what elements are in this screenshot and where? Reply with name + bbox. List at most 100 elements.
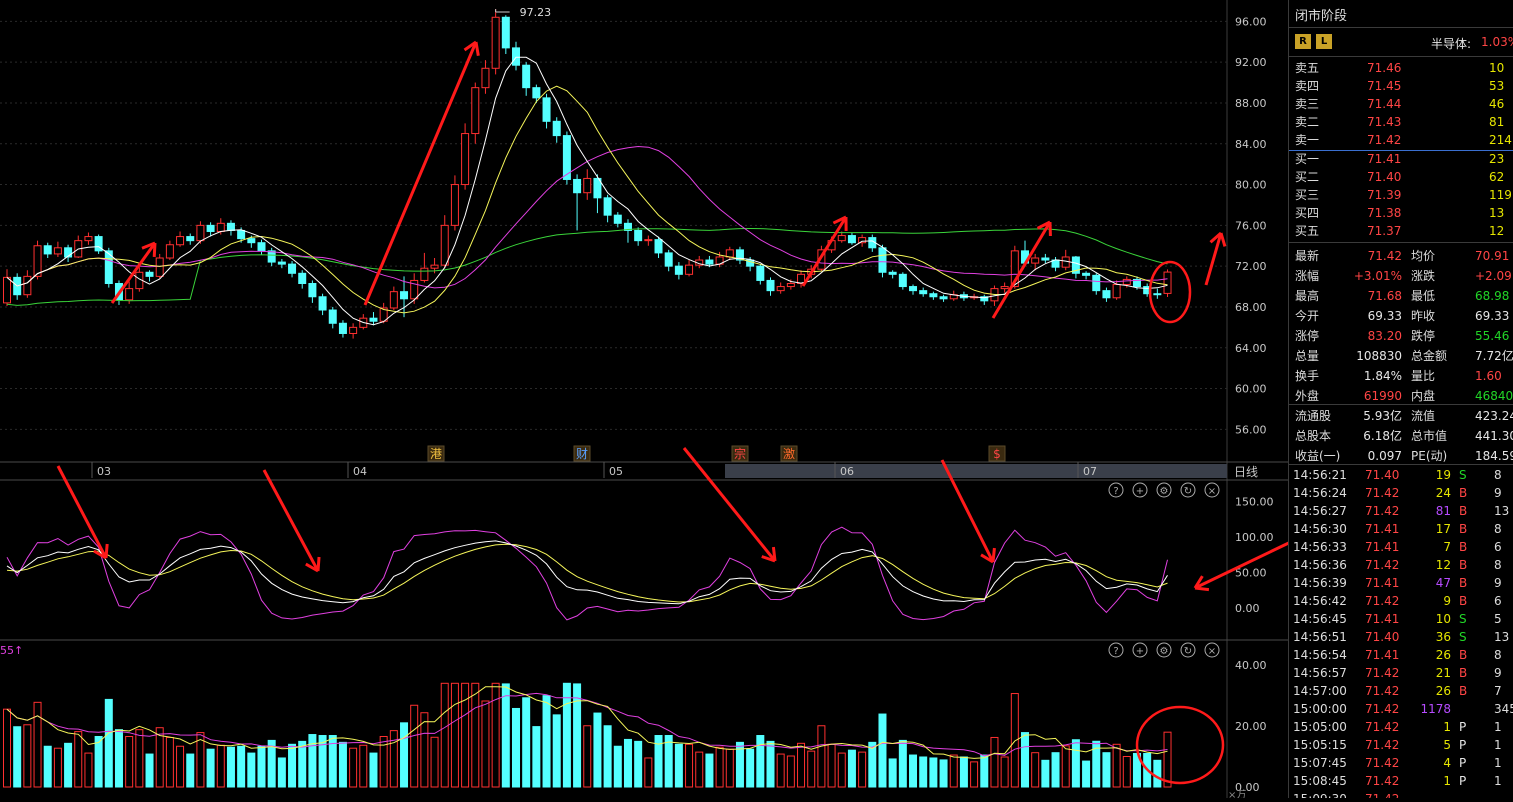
kdj-zoom-in-icon[interactable] [1132,482,1148,498]
tick-time: 14:56:51 [1293,630,1347,644]
volume-help-icon[interactable] [1108,642,1124,658]
kdj-close-icon[interactable] [1204,482,1220,498]
sector-name[interactable]: 半导体: [1431,37,1472,51]
candle-body [1153,293,1162,296]
kdj-k-line [6,540,1168,605]
volume-bar [634,740,643,788]
volume-bar [155,727,164,788]
ask-row[interactable]: 卖三 71.44 46 [1289,95,1513,113]
annotation-arrow-up-head [1209,231,1227,247]
tick-price: 71.41 [1365,576,1400,590]
candle-body [481,67,490,89]
tick-row[interactable]: 15:08:45 71.42 1 P 1 [1289,772,1513,790]
volume-bar [847,749,856,788]
ask-row[interactable]: 卖二 71.43 81 [1289,113,1513,131]
annotation-arrow-up [363,41,478,306]
volume-bar [288,743,297,788]
kdj-d-line [6,543,1168,603]
stat-value: +2.09 [1475,269,1512,283]
tick-row[interactable]: 14:56:36 71.42 12 B 8 [1289,556,1513,574]
candle-body [53,247,62,255]
tick-side: P [1459,756,1467,770]
kdj-refresh-icon-glyph: ↻ [1184,486,1192,497]
bid-row[interactable]: 买四 71.38 13 [1289,204,1513,222]
volume-bar [104,698,113,788]
volume-bar [1000,756,1009,788]
kdj-zoom-in-icon-glyph: + [1136,486,1144,497]
annotation-arrow-down-head [980,547,996,564]
stat-row: 今开 69.33 昨收 69.33 [1289,307,1513,325]
bid-row[interactable]: 买一 71.41 23 [1289,150,1513,168]
l-badge[interactable]: L [1316,34,1332,49]
volume-close-icon[interactable] [1204,642,1220,658]
annotation-circle [1148,260,1192,324]
tick-row[interactable]: 14:56:54 71.41 26 B 8 [1289,646,1513,664]
kdj-settings-icon-glyph: ⚙ [1160,486,1169,497]
tick-row[interactable]: 15:05:00 71.42 1 P 1 [1289,718,1513,736]
stat-label: 今开 [1295,309,1320,323]
tick-side: S [1459,612,1467,626]
tick-count: 345 [1494,702,1513,716]
volume-refresh-icon[interactable] [1180,642,1196,658]
tick-row[interactable]: 14:56:45 71.41 10 S 5 [1289,610,1513,628]
tick-row[interactable]: 15:00:00 71.42 1178 345 [1289,700,1513,718]
tick-row[interactable]: 15:07:45 71.42 4 P 1 [1289,754,1513,772]
stat-row: 外盘 61990 内盘 46840 [1289,387,1513,405]
ask-row[interactable]: 卖四 71.45 53 [1289,77,1513,95]
volume-bar [3,708,11,788]
tick-row[interactable]: 14:56:21 71.40 19 S 8 [1289,466,1513,484]
stat-value: 46840 [1475,389,1513,403]
stat-label: PE(动) [1411,449,1448,463]
ask-volume: 53 [1489,79,1505,93]
volume-bar [654,735,663,788]
r-badge[interactable]: R [1295,34,1311,49]
stat-label: 最新 [1295,249,1320,263]
tick-row[interactable]: 14:56:27 71.42 81 B 13 [1289,502,1513,520]
candle-body [440,224,449,266]
bid-row[interactable]: 买三 71.39 119 [1289,186,1513,204]
ask-label: 卖三 [1295,97,1320,111]
tick-row[interactable]: 15:09:30 71.42 [1289,790,1513,798]
kdj-help-icon[interactable] [1108,482,1124,498]
tick-row[interactable]: 14:56:24 71.42 24 B 9 [1289,484,1513,502]
stat-value: 83.20 [1367,329,1402,343]
annotation-arrow-down [682,447,777,562]
tick-row[interactable]: 14:56:30 71.41 17 B 8 [1289,520,1513,538]
tick-row[interactable]: 14:56:51 71.40 36 S 13 [1289,628,1513,646]
tick-side: B [1459,558,1468,572]
kdj-refresh-icon[interactable] [1180,482,1196,498]
volume-bar [827,743,836,788]
bid-row[interactable]: 买五 71.37 12 [1289,222,1513,240]
tick-row[interactable]: 14:57:00 71.42 26 B 7 [1289,682,1513,700]
volume-zoom-in-icon[interactable] [1132,642,1148,658]
kdj-settings-icon[interactable] [1156,482,1172,498]
candle-body [858,237,867,244]
tick-side: P [1459,774,1467,788]
volume-bar [735,741,744,788]
chart-area[interactable]: 96.00 92.00 88.00 84.00 80.00 76.00 72.00 68.00… [0,0,1323,801]
tick-row[interactable]: 14:56:42 71.42 9 B 6 [1289,592,1513,610]
kdj-tick-label: 150.00 [1235,496,1274,509]
annotation-arrow-up [991,221,1052,319]
volume-help-icon-glyph: ? [1113,646,1118,657]
volume-settings-icon[interactable] [1156,642,1172,658]
tick-time: 14:56:36 [1293,558,1347,572]
bid-row[interactable]: 买二 71.40 62 [1289,168,1513,186]
ma5-line [6,56,1168,326]
candle-body [837,235,846,242]
ask-row[interactable]: 卖五 71.46 10 [1289,59,1513,77]
candle-body [1163,271,1172,294]
volume-bar [461,682,470,788]
volume-bar [837,752,846,788]
tick-row[interactable]: 14:56:33 71.41 7 B 6 [1289,538,1513,556]
tick-row[interactable]: 14:56:39 71.41 47 B 9 [1289,574,1513,592]
candle-body [634,229,643,242]
stat-value: 70.91 [1475,249,1510,263]
ask-row[interactable]: 卖一 71.42 214 [1289,131,1513,149]
tick-row[interactable]: 14:56:57 71.42 21 B 9 [1289,664,1513,682]
candle-body [532,87,541,99]
volume-bar [929,757,938,788]
kline-chart[interactable]: 96.00 92.00 88.00 84.00 80.00 76.00 72.00 68.00… [0,0,1323,801]
candle-body [104,250,113,284]
tick-row[interactable]: 15:05:15 71.42 5 P 1 [1289,736,1513,754]
